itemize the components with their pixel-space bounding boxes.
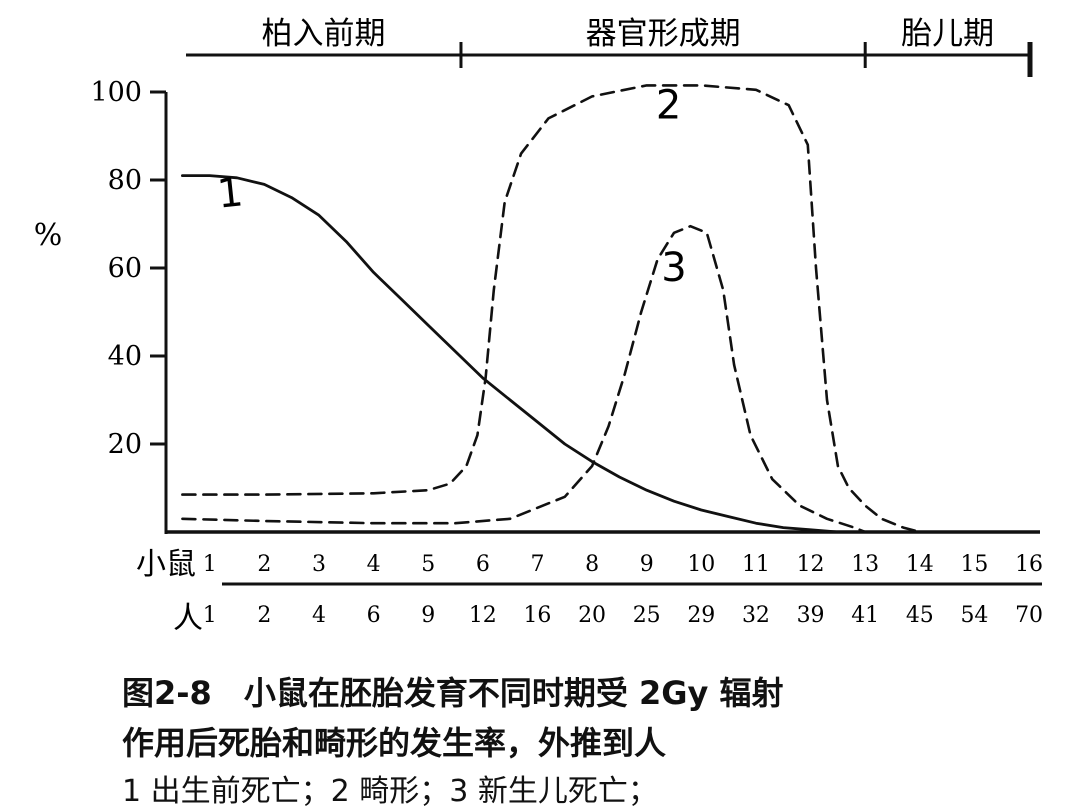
y-tick-label: 20 — [108, 429, 142, 460]
x-tick-label-mouse: 11 — [742, 552, 770, 577]
period-label: 器官形成期 — [586, 16, 741, 52]
series-line-1 — [181, 174, 840, 534]
x-tick-label-human: 9 — [421, 603, 435, 628]
x-tick-label-mouse: 2 — [257, 552, 271, 577]
series-label-3: 3 — [661, 245, 686, 291]
x-tick-label-mouse: 9 — [640, 552, 654, 577]
period-label: 胎儿期 — [901, 16, 994, 52]
x-tick-label-human: 54 — [960, 603, 988, 628]
series-line-3 — [181, 224, 867, 534]
x-tick-label-human: 32 — [742, 603, 770, 628]
x-tick-label-mouse: 6 — [476, 552, 490, 577]
x-tick-label-human: 41 — [851, 603, 879, 628]
y-tick-label: 100 — [90, 77, 142, 108]
series-line-2 — [181, 84, 922, 534]
y-axis: 20 40 60 80 100 — [90, 77, 168, 534]
x-tick-label-mouse: 14 — [906, 552, 934, 577]
x-tick-label-mouse: 10 — [687, 552, 715, 577]
x-tick-label-human: 6 — [367, 603, 381, 628]
x-tick-label-mouse: 4 — [367, 552, 381, 577]
x-tick-label-human: 45 — [906, 603, 934, 628]
x-tick-label-mouse: 13 — [851, 552, 879, 577]
x-tick-label-human: 12 — [469, 603, 497, 628]
mouse-axis-name: 小鼠 — [136, 547, 196, 582]
x-tick-label-human: 25 — [633, 603, 661, 628]
figure-caption-legend: 1 出生前死亡；2 畸形；3 新生儿死亡； — [122, 774, 658, 809]
x-tick-label-mouse: 15 — [960, 552, 988, 577]
x-tick-label-mouse: 8 — [585, 552, 599, 577]
y-tick-label: 40 — [108, 341, 142, 372]
x-tick-label-human: 39 — [797, 603, 825, 628]
x-tick-label-mouse: 12 — [797, 552, 825, 577]
series-lines: 1 2 3 — [181, 82, 922, 534]
x-tick-label-human: 20 — [578, 603, 606, 628]
x-tick-label-mouse: 3 — [312, 552, 326, 577]
series-label-1: 1 — [215, 169, 245, 217]
x-tick-label-human: 2 — [257, 603, 271, 628]
y-axis-label: % — [34, 218, 63, 253]
period-label: 柏入前期 — [261, 16, 385, 52]
series-label-2: 2 — [656, 82, 681, 128]
x-tick-label-mouse: 5 — [421, 552, 435, 577]
figure-caption-title: 图2-8 小鼠在胚胎发育不同时期受 2Gy 辐射 — [122, 674, 784, 712]
figure-caption-subtitle: 作用后死胎和畸形的发生率，外推到人 — [122, 724, 667, 762]
x-tick-label-human: 70 — [1015, 603, 1043, 628]
x-tick-label-human: 1 — [203, 603, 217, 628]
x-tick-label-mouse: 1 — [203, 552, 217, 577]
y-tick-label: 60 — [108, 253, 142, 284]
x-tick-label-human: 16 — [523, 603, 551, 628]
human-axis-name: 人 — [173, 601, 203, 636]
x-tick-label-mouse: 7 — [530, 552, 544, 577]
period-bar: 柏入前期 器官形成期 胎儿期 — [186, 16, 1033, 77]
x-tick-label-human: 29 — [687, 603, 715, 628]
x-tick-label-human: 4 — [312, 603, 326, 628]
y-tick-label: 80 — [108, 165, 142, 196]
x-tick-label-mouse: 16 — [1015, 552, 1043, 577]
